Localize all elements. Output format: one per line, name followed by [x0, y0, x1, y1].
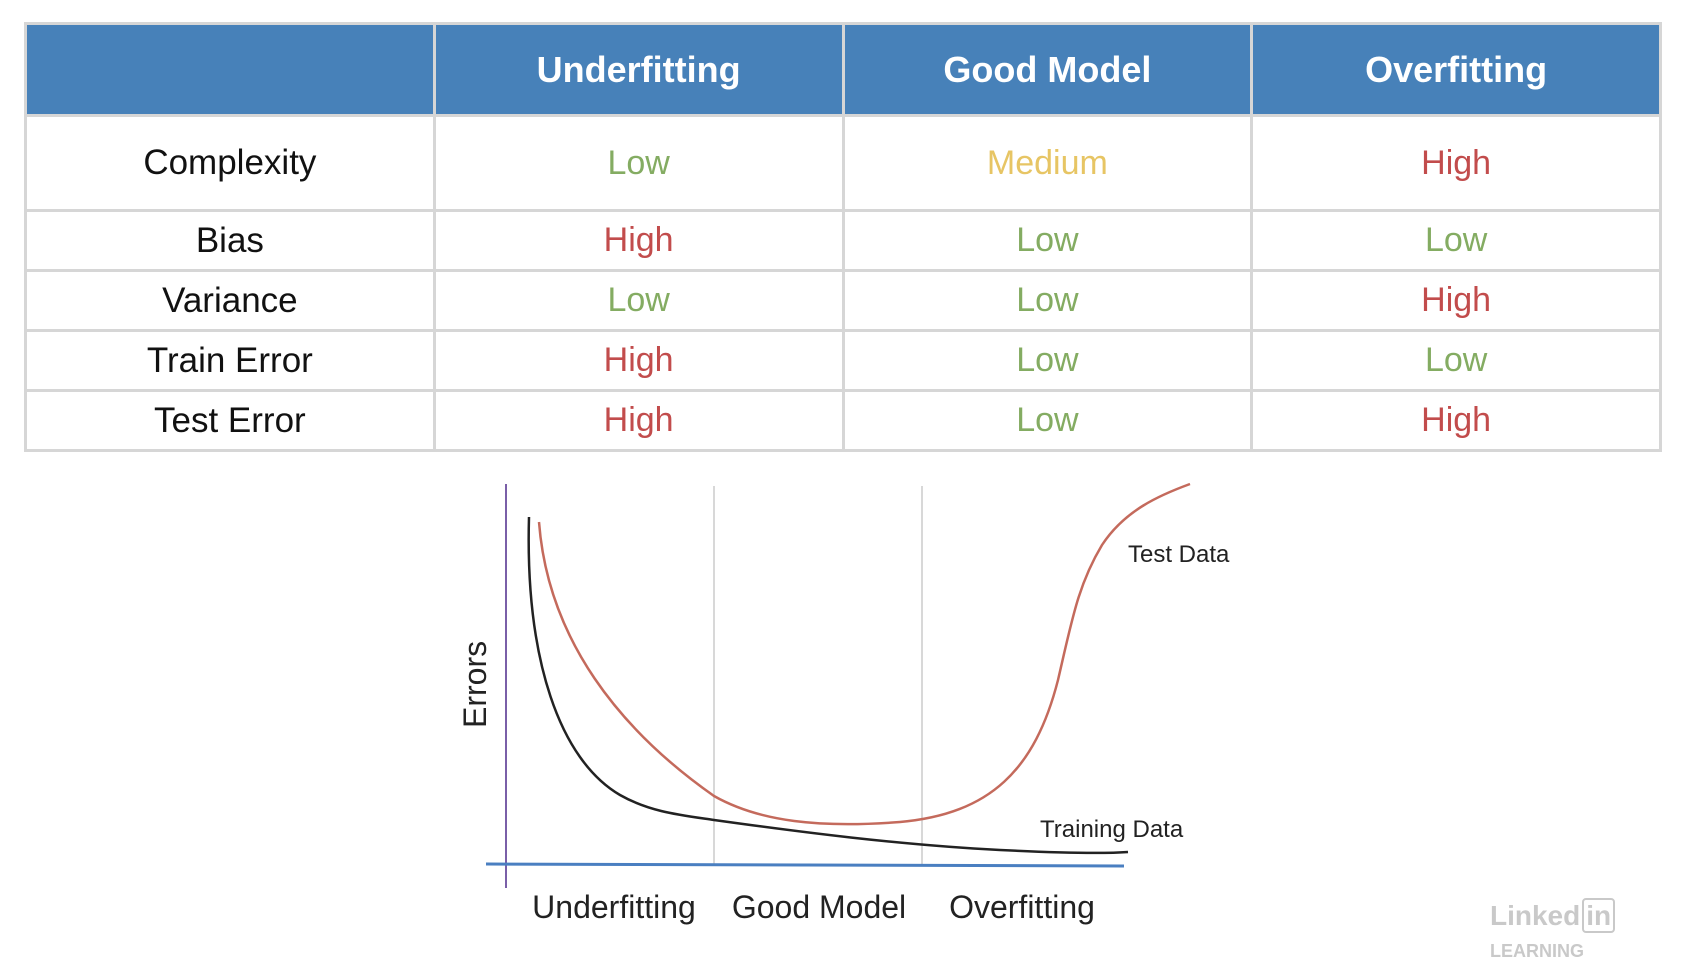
- test-data-label: Test Data: [1128, 541, 1230, 568]
- table-cell: High: [1250, 269, 1662, 332]
- header-empty-cell: [24, 22, 436, 117]
- table-cell: Low: [432, 114, 845, 212]
- table-cell: Low: [1250, 329, 1662, 392]
- row-label: Test Error: [24, 389, 436, 452]
- table-header-row: Underfitting Good Model Overfitting: [24, 22, 1662, 117]
- table-cell: High: [432, 329, 845, 392]
- table-cell: Low: [432, 269, 845, 332]
- table-cell: High: [432, 389, 845, 452]
- region-label-good-model: Good Model: [732, 889, 906, 925]
- error-curve-diagram: Errors Test Data Training Data Underfitt…: [457, 482, 1230, 925]
- logo-in-box: in: [1582, 898, 1616, 933]
- row-label: Bias: [24, 209, 436, 272]
- table-cell: High: [1250, 114, 1662, 212]
- table-cell: High: [1250, 389, 1662, 452]
- logo-learning-text: LEARNING: [1490, 941, 1584, 961]
- table-cell: Low: [1250, 209, 1662, 272]
- row-label: Variance: [24, 269, 436, 332]
- y-axis-label: Errors: [457, 641, 493, 728]
- logo-brand-text: Linked: [1490, 900, 1581, 931]
- table-cell: Low: [841, 269, 1254, 332]
- region-label-overfitting: Overfitting: [949, 889, 1095, 925]
- table-row: Bias High Low Low: [24, 209, 1662, 272]
- table-cell: Low: [841, 389, 1254, 452]
- table-cell: Low: [841, 209, 1254, 272]
- header-underfitting: Underfitting: [432, 22, 845, 117]
- row-label: Train Error: [24, 329, 436, 392]
- row-label: Complexity: [24, 114, 436, 212]
- header-good-model: Good Model: [841, 22, 1254, 117]
- training-data-curve: [527, 516, 1129, 855]
- linkedin-learning-logo: Linked in LEARNING: [1490, 898, 1692, 964]
- table-row: Test Error High Low High: [24, 389, 1662, 452]
- test-data-curve: [537, 482, 1191, 826]
- header-overfitting: Overfitting: [1250, 22, 1662, 117]
- region-label-underfitting: Underfitting: [532, 889, 696, 925]
- table-cell: High: [432, 209, 845, 272]
- x-axis: [485, 862, 1125, 868]
- table-row: Train Error High Low Low: [24, 329, 1662, 392]
- table-cell: Medium: [841, 114, 1254, 212]
- comparison-table: Underfitting Good Model Overfitting Comp…: [24, 22, 1662, 452]
- table-row: Variance Low Low High: [24, 269, 1662, 332]
- training-data-label: Training Data: [1040, 816, 1184, 843]
- table-row: Complexity Low Medium High: [24, 114, 1662, 212]
- table-cell: Low: [841, 329, 1254, 392]
